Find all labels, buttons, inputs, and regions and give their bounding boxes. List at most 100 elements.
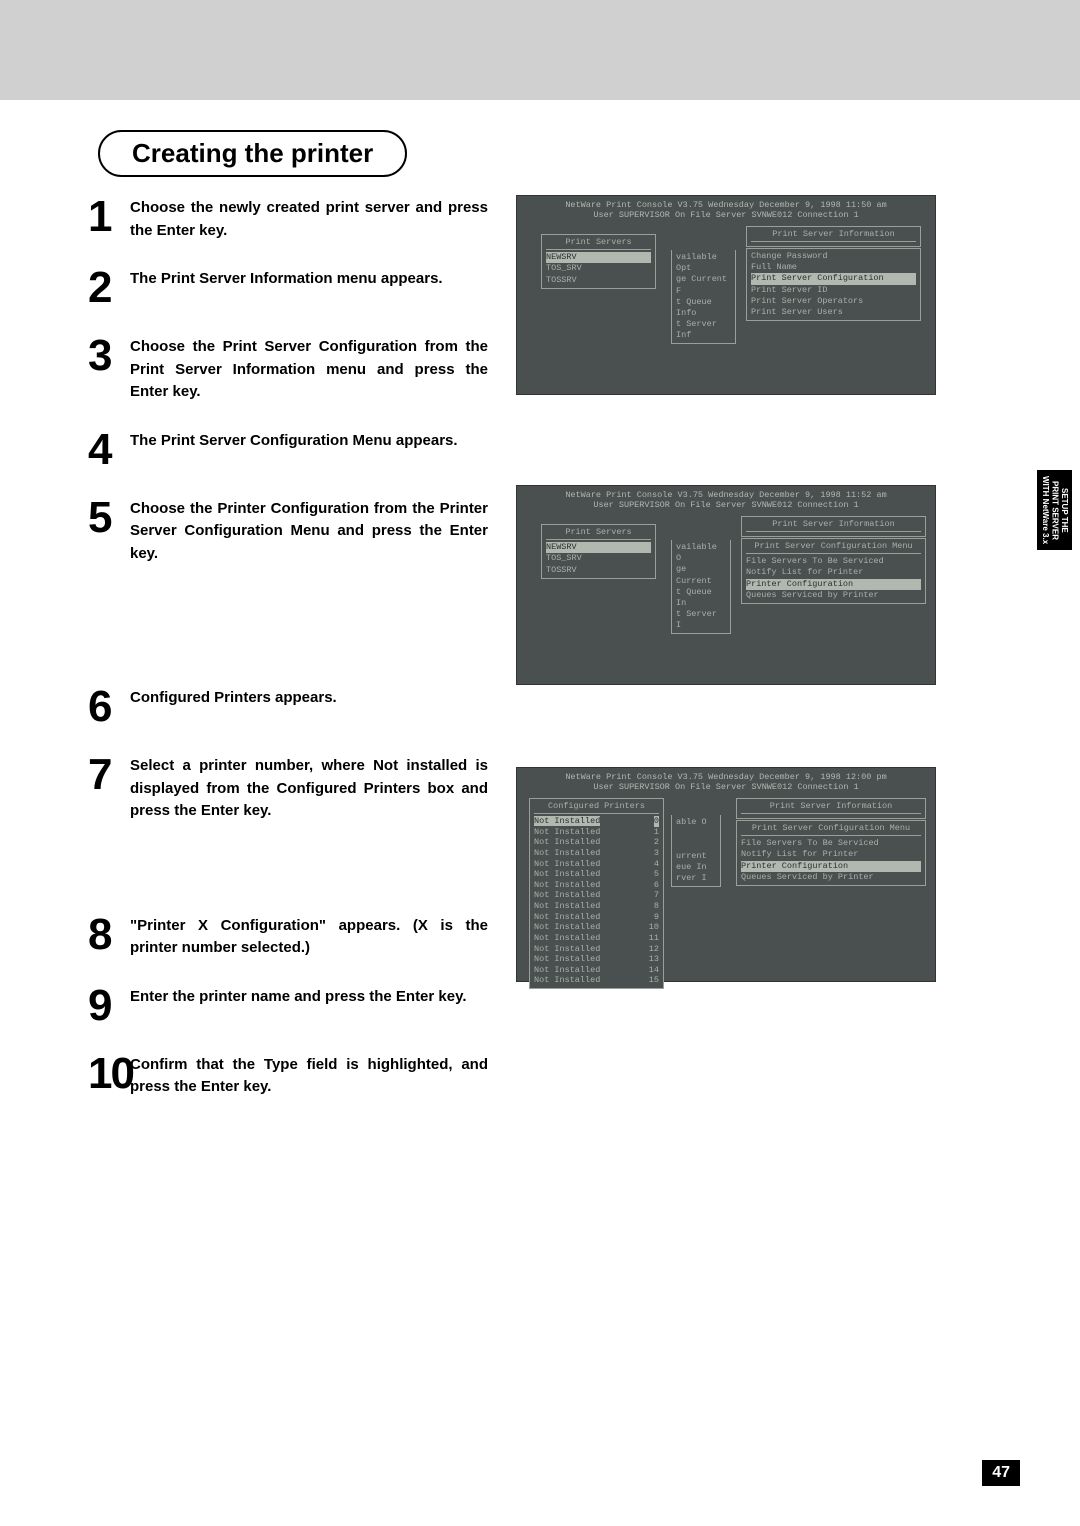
console-header: NetWare Print Console V3.75 Wednesday De… [521,200,931,220]
menu-item: Printer Configuration [741,861,921,872]
console-body: Print Servers NEWSRV TOS_SRV TOSSRV vail… [521,518,931,668]
cp-row: Not Installed [534,890,600,900]
middle-line: vailable O [676,542,726,564]
step-text: Configured Printers appears. [130,685,337,710]
print-servers-panel: Print Servers NEWSRV TOS_SRV TOSSRV [541,524,656,578]
step: 2 The Print Server Information menu appe… [88,266,488,310]
middle-line: urrent [676,851,716,862]
cp-row: Not Installed [534,933,600,943]
step: 5 Choose the Printer Configuration from … [88,496,488,566]
menu-item: Print Server Configuration [751,273,916,284]
main-columns: 1 Choose the newly created print server … [88,195,1020,1123]
info-panel: Print Server Information [741,516,926,537]
console-header-line2: User SUPERVISOR On File Server SVNWE012 … [521,210,931,220]
step-number: 3 [88,334,130,378]
cfg-panel: Print Server Configuration Menu File Ser… [741,538,926,603]
server-item: TOS_SRV [546,263,651,274]
console-header-line1: NetWare Print Console V3.75 Wednesday De… [521,490,931,500]
cp-row: Not Installed [534,827,600,837]
panel-title: Print Server Information [741,801,921,814]
middle-panel: vailable O ge Current t Queue In t Serve… [671,540,731,633]
step-text: Choose the Printer Configuration from th… [130,496,488,566]
console-screenshot-2: NetWare Print Console V3.75 Wednesday De… [516,485,936,685]
console-header-line2: User SUPERVISOR On File Server SVNWE012 … [521,500,931,510]
cp-num: 9 [654,912,659,923]
panel-title: Print Servers [546,237,651,250]
step-number: 5 [88,496,130,540]
menu-item: Queues Serviced by Printer [746,590,921,601]
menu-item: Full Name [751,262,916,273]
cp-num: 10 [649,922,659,933]
panel-title: Print Server Configuration Menu [746,541,921,554]
step-text: The Print Server Configuration Menu appe… [130,428,458,453]
console-header-line2: User SUPERVISOR On File Server SVNWE012 … [521,782,931,792]
console-header: NetWare Print Console V3.75 Wednesday De… [521,490,931,510]
cp-num: 4 [654,859,659,870]
cp-row: Not Installed [534,848,600,858]
middle-line: vailable Opt [676,252,731,274]
step-number: 2 [88,266,130,310]
cp-num: 15 [649,975,659,986]
info-items-panel: Change Password Full Name Print Server C… [746,248,921,320]
server-item: TOS_SRV [546,553,651,564]
menu-item: File Servers To Be Serviced [746,556,921,567]
console-header-line1: NetWare Print Console V3.75 Wednesday De… [521,200,931,210]
configured-printers-panel: Configured Printers Not Installed 0 Not I… [529,798,664,989]
cp-row: Not Installed [534,954,600,964]
page-content: Creating the printer 1 Choose the newly … [0,100,1080,1153]
step-text: "Printer X Configuration" appears. (X is… [130,913,488,960]
step-text: The Print Server Information menu appear… [130,266,443,291]
cp-row: Not Installed [534,880,600,890]
cp-num: 14 [649,965,659,976]
step-text: Choose the newly created print server an… [130,195,488,242]
menu-item: Print Server ID [751,285,916,296]
server-item: NEWSRV [546,542,651,553]
step-text: Confirm that the Type field is highlight… [130,1052,488,1099]
step: 8 "Printer X Configuration" appears. (X … [88,913,488,960]
middle-line [676,828,716,839]
cp-row: Not Installed [534,922,600,932]
step-text: Select a printer number, where Not insta… [130,753,488,823]
step: 7 Select a printer number, where Not ins… [88,753,488,823]
step: 6 Configured Printers appears. [88,685,488,729]
cp-num: 12 [649,944,659,955]
steps-column: 1 Choose the newly created print server … [88,195,488,1123]
middle-line: rver I [676,873,716,884]
panel-title: Configured Printers [534,801,659,814]
menu-item: Print Server Operators [751,296,916,307]
server-item: TOSSRV [546,565,651,576]
step-number: 7 [88,753,130,797]
cp-num: 13 [649,954,659,965]
cp-num: 2 [654,837,659,848]
side-tab-line2: PRINT SERVER [1050,481,1059,540]
console-screenshot-3: NetWare Print Console V3.75 Wednesday De… [516,767,936,982]
middle-line: t Server I [676,609,726,631]
middle-panel: able O urrent eue In rver I [671,815,721,886]
console-header-line1: NetWare Print Console V3.75 Wednesday De… [521,772,931,782]
console-screenshot-1: NetWare Print Console V3.75 Wednesday De… [516,195,936,395]
menu-item: Notify List for Printer [746,567,921,578]
screenshot-column: NetWare Print Console V3.75 Wednesday De… [516,195,1020,1123]
middle-line: ge Current F [676,274,731,296]
server-item: TOSSRV [546,275,651,286]
cp-num: 5 [654,869,659,880]
middle-line: t Server Inf [676,319,731,341]
cp-row: Not Installed [534,869,600,879]
step-number: 10 [88,1052,130,1096]
middle-line: able O [676,817,716,828]
menu-item: File Servers To Be Serviced [741,838,921,849]
step: 9 Enter the printer name and press the E… [88,984,488,1028]
middle-line: t Queue Info [676,297,731,319]
console-body: Print Servers NEWSRV TOS_SRV TOSSRV vail… [521,228,931,378]
menu-item: Notify List for Printer [741,849,921,860]
middle-line [676,839,716,850]
server-item: NEWSRV [546,252,651,263]
console-body: Configured Printers Not Installed 0 Not I… [521,800,931,975]
side-tab: SETUP THE PRINT SERVER WITH NetWare 3.x [1037,470,1072,550]
step-number: 1 [88,195,130,239]
step-number: 6 [88,685,130,729]
menu-item: Printer Configuration [746,579,921,590]
middle-line: eue In [676,862,716,873]
cp-num: 0 [654,816,659,827]
middle-line: ge Current [676,564,726,586]
